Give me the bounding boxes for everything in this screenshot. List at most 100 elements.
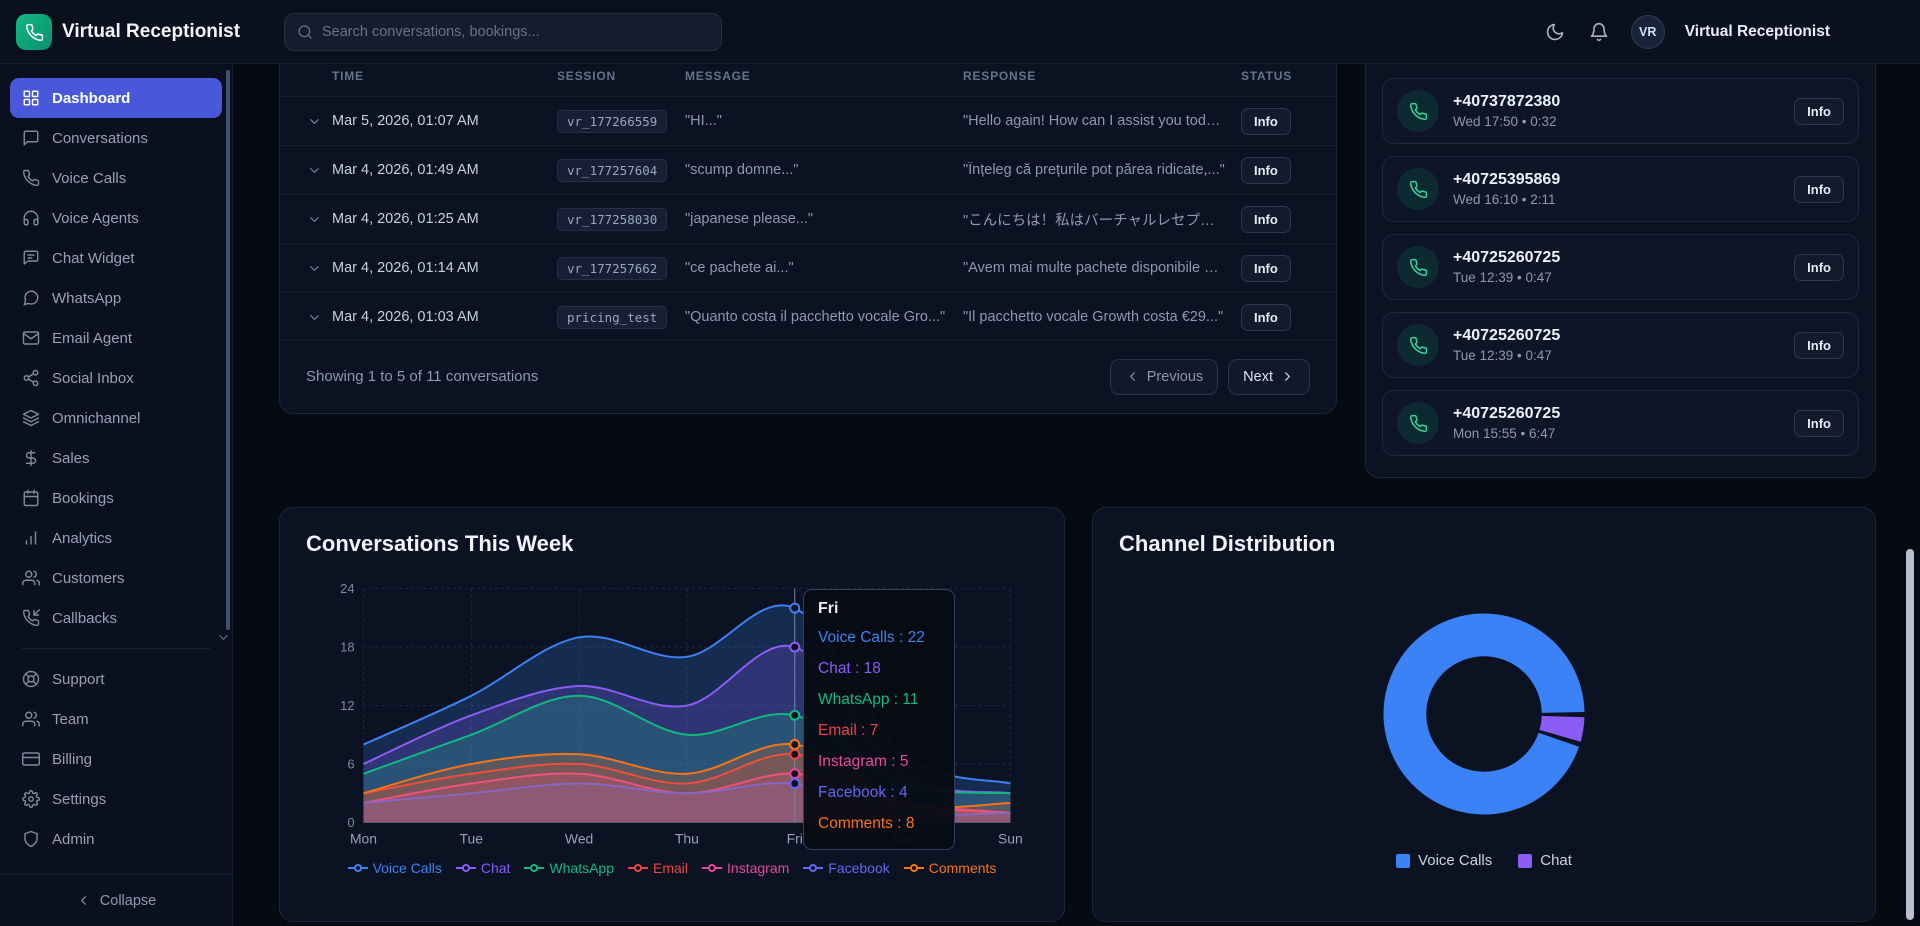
table-row[interactable]: Mar 4, 2026, 01:49 AM vr_177257604 "scum… [280, 145, 1336, 194]
chevron-down-icon[interactable] [306, 113, 322, 129]
table-row[interactable]: Mar 5, 2026, 01:07 AM vr_177266559 "HI..… [280, 96, 1336, 145]
sidebar-item-billing[interactable]: Billing [10, 739, 222, 779]
info-button[interactable]: Info [1794, 331, 1844, 359]
info-button[interactable]: Info [1241, 303, 1291, 331]
donut-slice-voice-calls [1383, 613, 1585, 815]
legend-item[interactable]: WhatsApp [524, 860, 614, 876]
sidebar-item-email-agent[interactable]: Email Agent [10, 318, 222, 358]
sidebar-item-sales[interactable]: Sales [10, 438, 222, 478]
sidebar-item-support[interactable]: Support [10, 659, 222, 699]
call-list-item[interactable]: +40725260725 Tue 12:39 • 0:47 Info [1382, 312, 1859, 378]
app-logo[interactable] [16, 14, 52, 50]
topbar: Virtual Receptionist VR Virtual Receptio… [0, 0, 1920, 64]
column-header-session: SESSION [557, 69, 616, 83]
collapse-label: Collapse [99, 892, 157, 909]
column-header-message: MESSAGE [685, 69, 751, 83]
session-badge: vr_177257662 [557, 256, 668, 280]
info-button[interactable]: Info [1241, 107, 1291, 135]
legend-item[interactable]: Comments [903, 860, 996, 876]
info-button[interactable]: Info [1794, 253, 1844, 281]
chart-tooltip: Fri Voice Calls : 22 Chat : 18 WhatsApp : 1… [803, 589, 955, 850]
legend-item[interactable]: Facebook [803, 860, 890, 876]
call-list-item[interactable]: +40725260725 Tue 12:39 • 0:47 Info [1382, 234, 1859, 300]
info-button[interactable]: Info [1241, 205, 1291, 233]
legend-item[interactable]: Chat [1518, 852, 1572, 869]
call-list-item[interactable]: +40725260725 Mon 15:55 • 6:47 Info [1382, 390, 1859, 456]
legend-item[interactable]: Email [628, 860, 688, 876]
chevron-down-icon[interactable] [306, 309, 322, 325]
pagination: Previous Next [1109, 358, 1310, 395]
svg-text:12: 12 [340, 698, 354, 713]
table-row[interactable]: Mar 4, 2026, 01:25 AM vr_177258030 "japa… [280, 194, 1336, 243]
previous-page-button[interactable]: Previous [1109, 358, 1219, 395]
sidebar-item-chat-widget[interactable]: Chat Widget [10, 238, 222, 278]
phone-incoming-icon [22, 609, 40, 627]
sidebar-item-settings[interactable]: Settings [10, 779, 222, 819]
conversation-message: "japanese please..." [685, 211, 813, 227]
avatar[interactable]: VR [1630, 15, 1665, 49]
table-row[interactable]: Mar 4, 2026, 01:14 AM vr_177257662 "ce p… [280, 243, 1336, 292]
sidebar-item-voice-agents[interactable]: Voice Agents [10, 198, 222, 238]
search-input[interactable] [322, 24, 709, 40]
search-bar[interactable] [284, 13, 722, 51]
mail-icon [22, 329, 40, 347]
info-button[interactable]: Info [1241, 156, 1291, 184]
tooltip-day: Fri [818, 600, 839, 617]
next-page-button[interactable]: Next [1228, 358, 1310, 395]
table-footer: Showing 1 to 5 of 11 conversations Previ… [280, 339, 1336, 413]
shield-icon [22, 830, 40, 848]
legend-item[interactable]: Chat [455, 860, 510, 876]
credit-card-icon [22, 750, 40, 768]
conversation-response: "Hello again! How can I assist you toda.… [963, 113, 1232, 129]
chevron-right-icon [1280, 369, 1295, 384]
sidebar-item-callbacks[interactable]: Callbacks [10, 598, 222, 638]
info-button[interactable]: Info [1241, 254, 1291, 282]
conversation-response: "Înțeleg că prețurile pot părea ridicate… [963, 162, 1225, 178]
chevron-down-icon[interactable] [306, 162, 322, 178]
chevron-down-icon[interactable] [306, 211, 322, 227]
page-scrollbar-thumb[interactable] [1906, 549, 1914, 920]
sidebar-item-dashboard[interactable]: Dashboard [10, 78, 222, 118]
legend-item[interactable]: Voice Calls [347, 860, 442, 876]
share-icon [22, 369, 40, 387]
session-badge: pricing_test [557, 305, 668, 329]
svg-text:Sun: Sun [998, 830, 1023, 846]
conversation-response: "こんにちは！私はバーチャルレセプショ..." [963, 212, 1241, 229]
sidebar-item-whatsapp[interactable]: WhatsApp [10, 278, 222, 318]
tooltip-entry: Chat : 18 [818, 660, 881, 677]
dark-mode-toggle[interactable] [1543, 20, 1567, 44]
sidebar-item-analytics[interactable]: Analytics [10, 518, 222, 558]
info-button[interactable]: Info [1794, 175, 1844, 203]
sidebar-item-customers[interactable]: Customers [10, 558, 222, 598]
sidebar-item-admin[interactable]: Admin [10, 819, 222, 859]
call-list-item[interactable]: +40725395869 Wed 16:10 • 2:11 Info [1382, 156, 1859, 222]
donut-slice-chat [1539, 715, 1585, 742]
session-badge: vr_177257604 [557, 158, 668, 182]
call-meta: Tue 12:39 • 0:47 [1453, 270, 1552, 285]
phone-icon [1397, 402, 1439, 444]
chevron-down-icon[interactable] [306, 260, 322, 276]
legend-item[interactable]: Voice Calls [1396, 852, 1492, 869]
sidebar-item-bookings[interactable]: Bookings [10, 478, 222, 518]
svg-text:Tue: Tue [460, 830, 484, 846]
table-row[interactable]: Mar 4, 2026, 01:03 AM pricing_test "Quan… [280, 292, 1336, 341]
collapse-button[interactable]: Collapse [0, 874, 232, 926]
sidebar: Dashboard Conversations Voice Calls Voic… [0, 64, 233, 926]
sidebar-scrollbar-thumb[interactable] [226, 70, 230, 630]
search-icon [297, 24, 313, 40]
svg-text:0: 0 [347, 815, 354, 830]
legend-item[interactable]: Instagram [702, 860, 789, 876]
sidebar-item-omnichannel[interactable]: Omnichannel [10, 398, 222, 438]
phone-icon [1397, 90, 1439, 132]
conversation-time: Mar 5, 2026, 01:07 AM [332, 113, 479, 129]
notifications-button[interactable] [1587, 20, 1611, 44]
sidebar-item-voice-calls[interactable]: Voice Calls [10, 158, 222, 198]
phone-icon [22, 169, 40, 187]
call-list-item[interactable]: +40737872380 Wed 17:50 • 0:32 Info [1382, 78, 1859, 144]
call-number: +40737872380 [1453, 93, 1561, 110]
sidebar-item-team[interactable]: Team [10, 699, 222, 739]
sidebar-item-social-inbox[interactable]: Social Inbox [10, 358, 222, 398]
sidebar-item-conversations[interactable]: Conversations [10, 118, 222, 158]
info-button[interactable]: Info [1794, 97, 1844, 125]
info-button[interactable]: Info [1794, 409, 1844, 437]
